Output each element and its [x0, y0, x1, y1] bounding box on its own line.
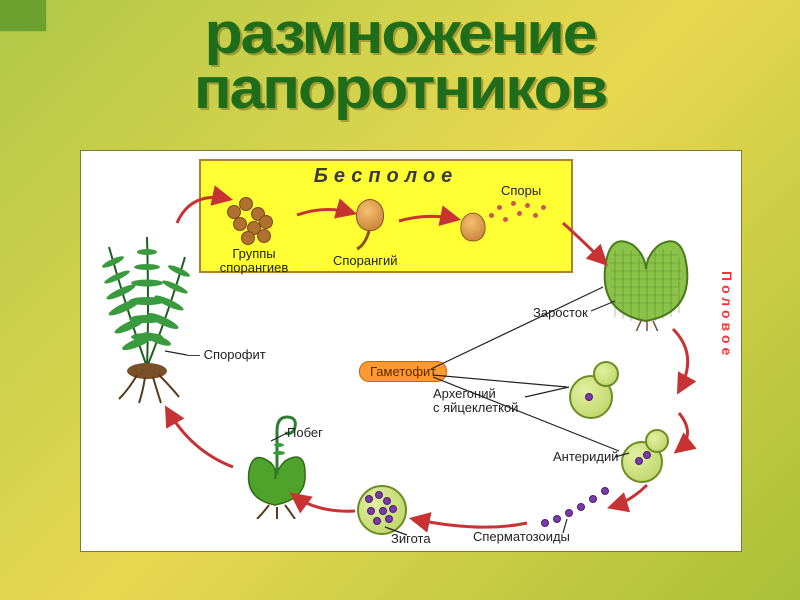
page-title: размножение папоротников	[0, 6, 800, 116]
zygote-icon	[357, 485, 403, 531]
label-zygote: Зигота	[391, 531, 431, 546]
lifecycle-diagram-panel: Бесполое Группы спорангиев Спорангий	[80, 150, 742, 552]
label-sporophyte: — Спорофит	[187, 347, 266, 362]
spores-cloud-icon	[489, 195, 559, 235]
archegonium-icon	[569, 361, 627, 417]
sporangia-cluster-icon	[223, 195, 283, 245]
sporangium-stalk	[351, 221, 391, 251]
label-archegonium: Архегоний с яйцеклеткой	[433, 387, 518, 414]
label-spores: Споры	[501, 183, 541, 198]
label-spermatozoa: Сперматозоиды	[473, 529, 570, 544]
title-line-2: папоротников	[194, 56, 606, 121]
adult-fern-icon	[89, 207, 209, 407]
label-sporangium: Спорангий	[333, 253, 398, 268]
label-prothallus: Заросток	[533, 305, 588, 320]
prothallus-icon	[591, 221, 683, 313]
asexual-phase-box: Бесполое Группы спорангиев Спорангий	[199, 159, 573, 273]
sexual-header-vertical: Половое	[719, 271, 735, 359]
open-sporangium-icon	[460, 213, 485, 242]
label-gametophyte: Гаметофит	[359, 361, 447, 382]
antheridium-icon	[621, 429, 677, 481]
label-sporangia-group: Группы спорангиев	[209, 247, 299, 274]
spermatozoa-icon	[501, 481, 621, 531]
label-shoot: Побег	[287, 425, 323, 440]
label-antheridium: Антеридий	[553, 449, 619, 464]
